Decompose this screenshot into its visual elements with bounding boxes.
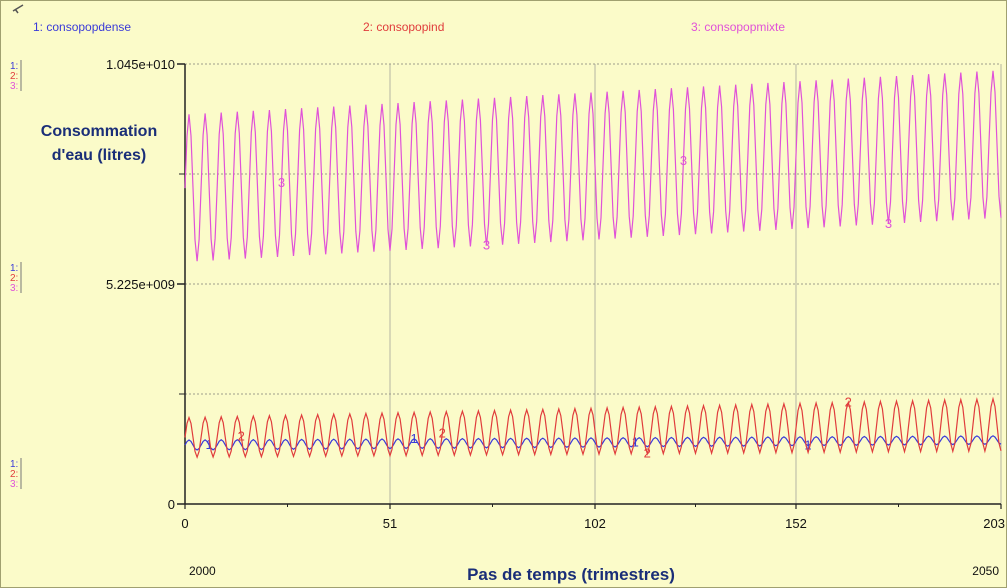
legend-entry-1: 1: consopopdense [33,20,131,34]
series-marker-1: 1 [206,437,213,452]
scale-tag-3: 3: [10,479,18,490]
y-tick-label: 1.045e+010 [106,57,175,72]
series-marker-2: 2 [439,425,446,440]
series-line-2 [184,396,1002,460]
x-tick-label: 102 [584,516,606,531]
series-marker-3: 3 [278,175,285,190]
x-tick-label: 152 [785,516,807,531]
series-marker-3: 3 [680,153,687,168]
legend-entry-2: 2: consopopind [363,20,444,34]
series-marker-1: 1 [804,438,811,453]
y-axis-title-line-1: Consommation [41,123,157,140]
x-tick-label: 0 [181,516,188,531]
scale-tag-2: 2: [10,71,18,82]
scale-tag-2: 2: [10,273,18,284]
scale-tag-1: 1: [10,61,18,72]
series-marker-2: 2 [644,446,651,461]
legend-entry-3: 3: consopopmixte [691,20,785,34]
series-marker-1: 1 [632,434,639,449]
pin-icon [12,4,24,14]
series-marker-2: 2 [238,429,245,444]
scale-tag-2: 2: [10,469,18,480]
scale-tag-3: 3: [10,81,18,92]
scale-tag-3: 3: [10,283,18,294]
scale-tag-1: 1: [10,459,18,470]
y-tick-label: 0 [168,497,175,512]
series-line-1 [184,435,1002,451]
x-tick-label: 51 [383,516,397,531]
series-marker-2: 2 [845,394,852,409]
series-line-3 [184,70,1002,262]
y-tick-label: 5.225e+009 [106,277,175,292]
scale-tag-1: 1: [10,263,18,274]
end-year-label: 2050 [972,564,999,578]
x-tick-label: 203 [983,516,1005,531]
start-year-label: 2000 [189,564,216,578]
series-marker-1: 1 [411,431,418,446]
x-axis-title: Pas de temps (trimestres) [467,565,675,584]
y-axis-title-line-2: d'eau (litres) [52,147,147,164]
series-marker-3: 3 [885,216,892,231]
series-marker-3: 3 [483,238,490,253]
